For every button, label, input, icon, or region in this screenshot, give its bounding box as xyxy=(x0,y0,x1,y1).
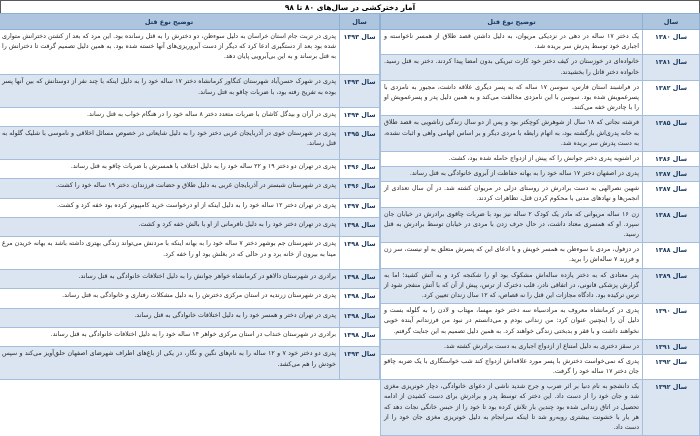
year-cell: سال ۱۳۹۷ xyxy=(339,197,380,218)
table-row: سال ۱۳۹۱ در سقز دختری به دلیل امتناع از ا… xyxy=(380,338,700,355)
year-cell: سال ۱۳۹۳ xyxy=(339,28,380,76)
table-row: سال ۱۳۹۸ پدری در شهرستان جم بوشهر دختر ۷ … xyxy=(0,236,380,270)
tables-container: سال توضیح نوع قتل سال ۱۳۸۰ یک دختر ۱۷ سال… xyxy=(0,13,700,436)
table-row: سال ۱۳۹۷ پدری در تهران دختر ۱۲ ساله خود ر… xyxy=(0,197,380,218)
table-row: سال ۱۳۹۸ پدری در شهرستان زرندیه در استان … xyxy=(0,288,380,309)
year-cell: سال ۱۳۸۱ xyxy=(642,54,700,81)
murder-description-cell: پدر معتادی که به دختر یازده ساله‌اش مشکو… xyxy=(380,267,643,305)
murder-description-cell: پدری در کرمانشاه معروف به مرادسیاه سه دخ… xyxy=(380,303,643,340)
year-column-header: سال xyxy=(642,13,700,30)
year-cell: سال ۱۳۸۸ xyxy=(642,206,700,244)
murder-description-cell: خانواده‌ای در خوزستان در کیف دختر خود کا… xyxy=(380,54,643,81)
murder-description-cell: برادری در شهرستان خنداب در استان مرکزی خ… xyxy=(0,327,340,348)
table-row: سال ۱۳۹۸ پدری در تهران دختر و همسر خود را… xyxy=(0,307,380,329)
table-row: سال ۱۳۹۶ پدری در شهرستان شبستر در آذربایج… xyxy=(0,178,380,199)
murder-description-cell: شهین نصرالهی به دست برادرش در روستای دزل… xyxy=(380,181,643,208)
year-cell: سال ۱۳۹۸ xyxy=(339,288,380,309)
table-row: سال ۱۳۹۳ پدری دو دختر خود ۷ و ۱۲ ساله را … xyxy=(0,346,380,380)
table-row: سال ۱۳۹۸ پدری در تهران دختر خود را به دلی… xyxy=(0,216,380,238)
table-row: سال ۱۳۸۰ یک دختر ۱۷ ساله در دهی در نزدیکی… xyxy=(380,28,700,56)
year-cell: سال ۱۳۸۸ xyxy=(642,242,700,269)
murder-description-cell: پدری در شهرستان زرندیه در استان مرکزی دخ… xyxy=(0,288,340,309)
year-cell: سال ۱۳۹۶ xyxy=(339,158,380,180)
year-cell: سال ۱۳۹۰ xyxy=(642,303,700,340)
murder-description-cell: پدری دو دختر خود ۷ و ۱۲ ساله را به نام‌ه… xyxy=(0,346,340,380)
table-row: سال ۱۳۸۷ شهین نصرالهی به دست برادرش در رو… xyxy=(380,181,700,208)
table-years-90s: سال توضیح نوع قتل سال ۱۳۹۳ پدری در تربت ج… xyxy=(0,13,380,380)
year-cell: سال ۱۳۹۸ xyxy=(339,307,380,329)
year-cell: سال ۱۳۸۹ xyxy=(642,267,700,305)
murder-description-cell: یک دانشجو به نام دنیا بر اثر ضرب و جرح ش… xyxy=(380,379,643,436)
year-cell: سال ۱۳۹۳ xyxy=(339,74,380,108)
table-row: سال ۱۳۹۲ یک دانشجو به نام دنیا بر اثر ضرب… xyxy=(380,379,700,436)
murder-description-cell: پدری در تهران دختر ۱۲ ساله خود را به دلی… xyxy=(0,197,340,218)
murder-description-cell: پدری در تهران دو دختر ۱۹ و ۲۲ ساله خود ر… xyxy=(0,158,340,180)
murder-description-cell: پدری در شهرستان خوی در آذربایجان غربی دخ… xyxy=(0,126,340,160)
murder-description-cell: پدری در تهران دختر خود را به دلیل نافرما… xyxy=(0,216,340,238)
table-row: سال ۱۳۹۳ پدری در شهرک حسن‌آباد شهرستان کن… xyxy=(0,74,380,108)
year-cell: سال ۱۳۹۲ xyxy=(642,353,700,381)
year-cell: سال ۱۳۹۸ xyxy=(339,268,380,290)
table-row: سال ۱۳۹۳ پدری در تربت جام استان خراسان به… xyxy=(0,28,380,76)
table-row: سال ۱۳۸۱ خانواده‌ای در خوزستان در کیف دخت… xyxy=(380,54,700,81)
murder-description-cell: پدری در تربت جام استان خراسان به دلیل سو… xyxy=(0,28,340,76)
murder-description-cell: پدری که نمی‌خواست دخترش با پسر مورد علاق… xyxy=(380,353,643,381)
murder-description-cell: پدری در شهرستان شبستر در آذربایجان غربی … xyxy=(0,178,340,199)
year-cell: سال ۱۳۹۸ xyxy=(339,216,380,238)
description-column-header: توضیح نوع قتل xyxy=(380,13,643,30)
description-column-header: توضیح نوع قتل xyxy=(0,13,340,30)
table-row: سال ۱۳۸۹ پدر معتادی که به دختر یازده ساله… xyxy=(380,267,700,305)
year-cell: سال ۱۳۸۷ xyxy=(642,181,700,208)
table-row: سال ۱۳۸۶ در اشنویه پدری دختر جوانش را که … xyxy=(380,150,700,168)
table-years-80s: سال توضیح نوع قتل سال ۱۳۸۰ یک دختر ۱۷ سال… xyxy=(380,13,700,436)
murder-description-cell: پدری در شهرک حسن‌آباد شهرستان کنگاور کرم… xyxy=(0,74,340,108)
table-row: سال ۱۳۸۷ پدری در اصفهان دختر ۱۷ ساله خود … xyxy=(380,166,700,183)
table-row: سال ۱۳۸۸ در دزفول، مردی با سوءظن به همسر … xyxy=(380,242,700,269)
page-title: آمار دخترکشی در سال‌های ۸۰ تا ۹۸ xyxy=(0,0,700,14)
murder-description-cell: برادری در شهرستان دالاهو در کرمانشاه خوا… xyxy=(0,268,340,290)
header-row: سال توضیح نوع قتل xyxy=(0,13,380,30)
murder-description-cell: پدری در تهران دختر و همسر خود را به دلیل… xyxy=(0,307,340,329)
year-cell: سال ۱۳۹۴ xyxy=(339,106,380,128)
year-cell: سال ۱۳۹۸ xyxy=(339,236,380,270)
year-cell: سال ۱۳۹۸ xyxy=(339,327,380,348)
header-row: سال توضیح نوع قتل xyxy=(380,13,700,30)
year-cell: سال ۱۳۹۵ xyxy=(339,126,380,160)
year-cell: سال ۱۳۹۶ xyxy=(339,178,380,199)
table-row: سال ۱۳۹۵ پدری در شهرستان خوی در آذربایجان… xyxy=(0,126,380,160)
murder-description-cell: در فراشبند استان فارس، سوسن ۱۷ ساله که ب… xyxy=(380,79,643,117)
year-cell: سال ۱۳۸۷ xyxy=(642,166,700,183)
table-row: سال ۱۳۹۸ برادری در شهرستان دالاهو در کرما… xyxy=(0,268,380,290)
table-row: سال ۱۳۹۶ پدری در تهران دو دختر ۱۹ و ۲۲ سا… xyxy=(0,158,380,180)
table-row: سال ۱۳۸۲ در فراشبند استان فارس، سوسن ۱۷ س… xyxy=(380,79,700,117)
murder-description-cell: در سقز دختری به دلیل امتناع از ازدواج اج… xyxy=(380,338,643,355)
table-row: سال ۱۳۸۸ زن ۱۶ ساله مریوانی که مادر یک کو… xyxy=(380,206,700,244)
table-row: سال ۱۳۹۴ پدری در آران و بیدگل کاشان با ضر… xyxy=(0,106,380,128)
murder-description-cell: یک دختر ۱۷ ساله در دهی در نزدیکی مریوان،… xyxy=(380,28,643,56)
year-cell: سال ۱۳۸۶ xyxy=(642,150,700,168)
table-row: سال ۱۳۹۰ پدری در کرمانشاه معروف به مرادسی… xyxy=(380,303,700,340)
year-cell: سال ۱۳۹۱ xyxy=(642,338,700,355)
murder-description-cell: پدری در آران و بیدگل کاشان با ضربات متعد… xyxy=(0,106,340,128)
table-row: سال ۱۳۹۲ پدری که نمی‌خواست دخترش با پسر م… xyxy=(380,353,700,381)
year-cell: سال ۱۳۸۲ xyxy=(642,79,700,117)
murder-description-cell: در اشنویه پدری دختر جوانش را که پیش از ا… xyxy=(380,150,643,168)
murder-description-cell: در دزفول، مردی با سوءظن به همسر خویش و ب… xyxy=(380,242,643,269)
murder-description-cell: زن ۱۶ ساله مریوانی که مادر یک کودک ۲ سال… xyxy=(380,206,643,244)
murder-description-cell: پدری در اصفهان دختر ۱۷ ساله خود را به به… xyxy=(380,166,643,183)
year-cell: سال ۱۳۸۰ xyxy=(642,28,700,56)
table-row: سال ۱۳۹۸ برادری در شهرستان خنداب در استان… xyxy=(0,327,380,348)
year-column-header: سال xyxy=(339,13,380,30)
murder-description-cell: پدری در شهرستان جم بوشهر دختر ۷ ساله خود… xyxy=(0,236,340,270)
year-cell: سال ۱۳۹۳ xyxy=(339,346,380,380)
murder-description-cell: فرشته نجاتی که ۱۸ سال از شوهرش کوچکتر بو… xyxy=(380,115,643,152)
table-row: سال ۱۳۸۵ فرشته نجاتی که ۱۸ سال از شوهرش ک… xyxy=(380,115,700,152)
year-cell: سال ۱۳۸۵ xyxy=(642,115,700,152)
year-cell: سال ۱۳۹۲ xyxy=(642,379,700,436)
